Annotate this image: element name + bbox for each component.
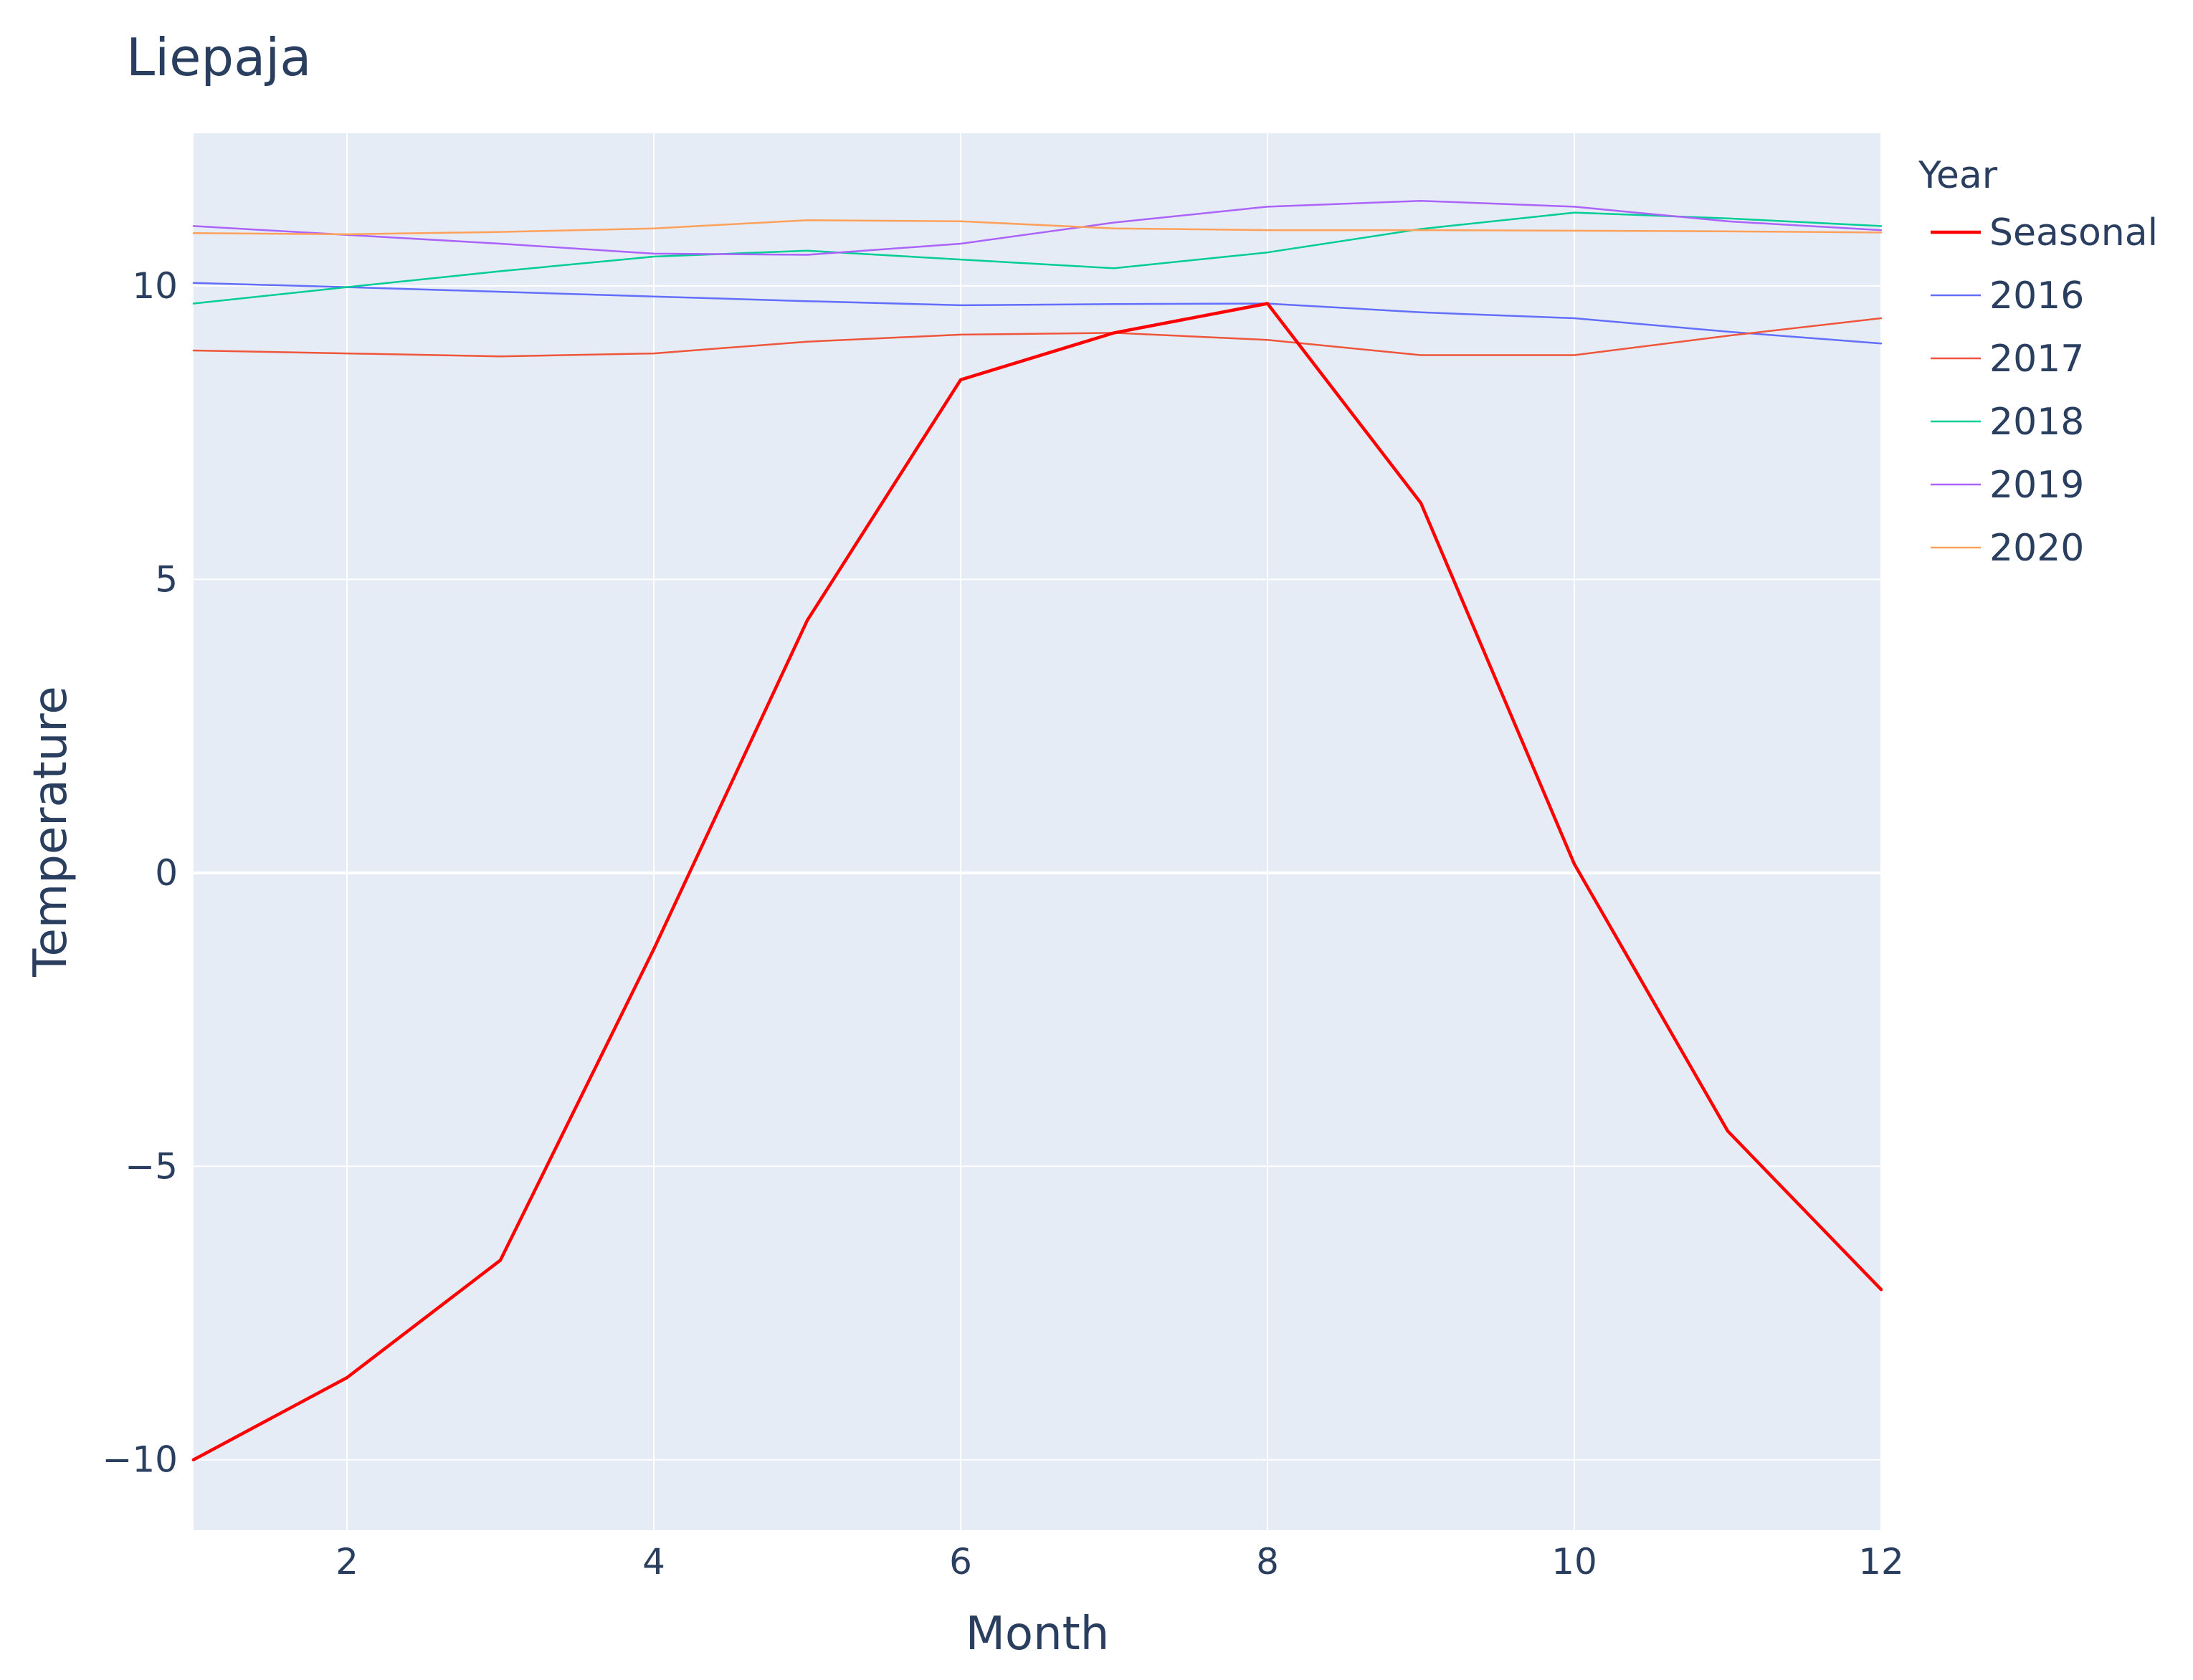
- y-axis-title: Temperature: [24, 686, 77, 977]
- x-tick-label: 6: [949, 1541, 972, 1583]
- series-line-2016: [192, 282, 1883, 345]
- y-tick-label: 5: [155, 558, 178, 600]
- series-line-2020: [192, 219, 1883, 236]
- legend-item-2018[interactable]: 2018: [1931, 401, 2084, 444]
- x-tick-label: 2: [336, 1541, 358, 1583]
- y-tick-label: 10: [132, 265, 178, 307]
- legend-item-2016[interactable]: 2016: [1931, 275, 2084, 318]
- legend-item-2017[interactable]: 2017: [1931, 338, 2084, 381]
- x-tick-label: 12: [1858, 1541, 1904, 1583]
- x-tick-label: 4: [642, 1541, 665, 1583]
- series-layer: [191, 199, 1883, 1461]
- legend-label: 2019: [1989, 464, 2084, 507]
- chart-title: Liepaja: [126, 27, 311, 87]
- legend-item-2020[interactable]: 2020: [1931, 527, 2084, 570]
- series-line-2019: [192, 199, 1883, 256]
- legend-title: Year: [1918, 154, 1998, 197]
- x-tick-label: 10: [1551, 1541, 1597, 1583]
- legend-label: 2018: [1989, 401, 2084, 444]
- legend: Year Seasonal 2016 2017 2018 2019 2020: [1918, 154, 2158, 570]
- plot-area: [194, 133, 1881, 1530]
- y-gridlines: [194, 285, 1881, 1461]
- legend-label: 2016: [1989, 275, 2084, 318]
- y-axis-ticks: −10 −5 0 5 10: [102, 265, 178, 1481]
- legend-item-2019[interactable]: 2019: [1931, 464, 2084, 507]
- series-line-2018: [192, 211, 1883, 305]
- x-axis-title: Month: [966, 1608, 1110, 1661]
- series-line-2017: [192, 317, 1883, 358]
- series-line-seasonal: [191, 302, 1883, 1461]
- legend-label: Seasonal: [1989, 211, 2158, 254]
- legend-label: 2017: [1989, 338, 2084, 381]
- y-tick-label: −5: [125, 1145, 178, 1187]
- x-axis-ticks: 2 4 6 8 10 12: [336, 1541, 1904, 1583]
- x-gridlines: [346, 133, 1882, 1530]
- y-tick-label: 0: [155, 852, 178, 894]
- y-tick-label: −10: [102, 1439, 178, 1481]
- x-tick-label: 8: [1256, 1541, 1279, 1583]
- legend-label: 2020: [1989, 527, 2084, 570]
- legend-item-seasonal[interactable]: Seasonal: [1931, 211, 2158, 254]
